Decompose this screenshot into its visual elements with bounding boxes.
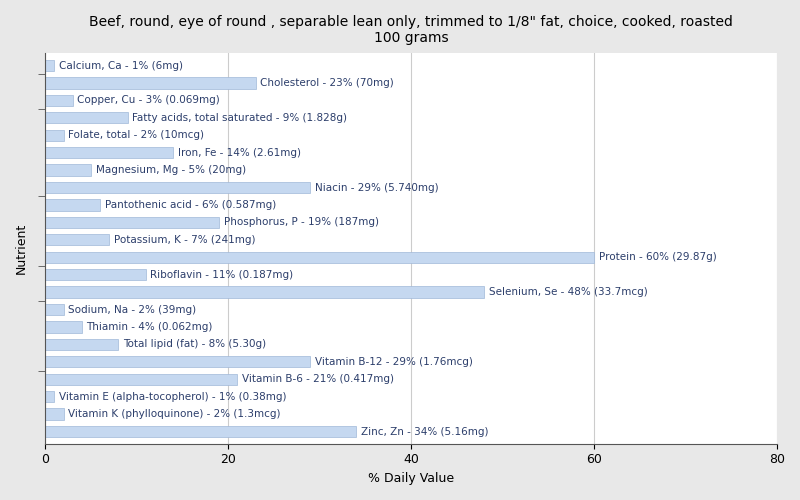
Bar [46,356,310,368]
Text: Vitamin E (alpha-tocopherol) - 1% (0.38mg): Vitamin E (alpha-tocopherol) - 1% (0.38m… [59,392,286,402]
Bar [46,216,219,228]
Bar [46,200,100,210]
Text: Vitamin K (phylloquinone) - 2% (1.3mcg): Vitamin K (phylloquinone) - 2% (1.3mcg) [68,409,281,419]
Text: Protein - 60% (29.87g): Protein - 60% (29.87g) [598,252,716,262]
Bar [46,426,356,437]
Text: Riboflavin - 11% (0.187mg): Riboflavin - 11% (0.187mg) [150,270,294,280]
Text: Niacin - 29% (5.740mg): Niacin - 29% (5.740mg) [315,182,438,192]
Bar [46,322,82,332]
Text: Phosphorus, P - 19% (187mg): Phosphorus, P - 19% (187mg) [223,218,378,228]
Text: Vitamin B-6 - 21% (0.417mg): Vitamin B-6 - 21% (0.417mg) [242,374,394,384]
Bar [46,304,63,315]
Text: Zinc, Zn - 34% (5.16mg): Zinc, Zn - 34% (5.16mg) [361,426,488,436]
Bar [46,164,91,176]
Text: Iron, Fe - 14% (2.61mg): Iron, Fe - 14% (2.61mg) [178,148,301,158]
Bar [46,252,594,263]
Text: Selenium, Se - 48% (33.7mcg): Selenium, Se - 48% (33.7mcg) [489,287,648,297]
Bar [46,147,174,158]
Text: Potassium, K - 7% (241mg): Potassium, K - 7% (241mg) [114,235,255,245]
Y-axis label: Nutrient: Nutrient [15,223,28,274]
Text: Fatty acids, total saturated - 9% (1.828g): Fatty acids, total saturated - 9% (1.828… [132,113,347,123]
Bar [46,269,146,280]
Bar [46,286,484,298]
Bar [46,60,54,71]
X-axis label: % Daily Value: % Daily Value [368,472,454,485]
Bar [46,338,118,350]
Text: Vitamin B-12 - 29% (1.76mcg): Vitamin B-12 - 29% (1.76mcg) [315,357,473,367]
Bar [46,234,110,245]
Bar [46,130,63,141]
Bar [46,391,54,402]
Bar [46,408,63,420]
Text: Thiamin - 4% (0.062mg): Thiamin - 4% (0.062mg) [86,322,213,332]
Text: Folate, total - 2% (10mcg): Folate, total - 2% (10mcg) [68,130,204,140]
Text: Magnesium, Mg - 5% (20mg): Magnesium, Mg - 5% (20mg) [95,165,246,175]
Bar [46,94,73,106]
Text: Total lipid (fat) - 8% (5.30g): Total lipid (fat) - 8% (5.30g) [123,340,266,349]
Text: Calcium, Ca - 1% (6mg): Calcium, Ca - 1% (6mg) [59,60,183,70]
Title: Beef, round, eye of round , separable lean only, trimmed to 1/8" fat, choice, co: Beef, round, eye of round , separable le… [89,15,733,45]
Bar [46,78,256,88]
Text: Pantothenic acid - 6% (0.587mg): Pantothenic acid - 6% (0.587mg) [105,200,276,210]
Bar [46,182,310,193]
Bar [46,374,238,385]
Bar [46,112,127,124]
Text: Sodium, Na - 2% (39mg): Sodium, Na - 2% (39mg) [68,304,196,314]
Text: Cholesterol - 23% (70mg): Cholesterol - 23% (70mg) [260,78,394,88]
Text: Copper, Cu - 3% (0.069mg): Copper, Cu - 3% (0.069mg) [78,96,220,106]
